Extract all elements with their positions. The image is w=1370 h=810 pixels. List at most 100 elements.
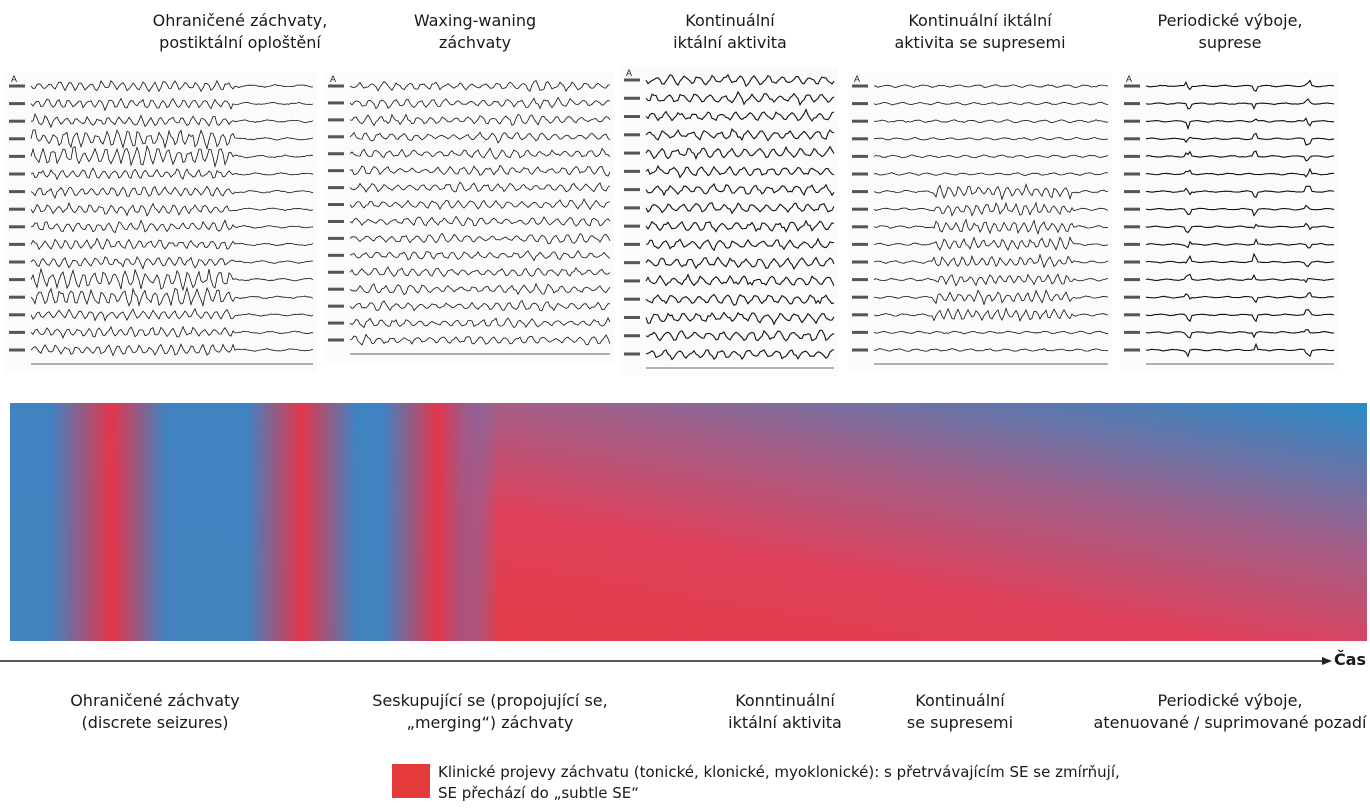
eeg-trace <box>873 289 1109 306</box>
eeg-marker: A <box>330 74 336 84</box>
eeg-channel-label <box>328 270 344 274</box>
eeg-channel-label <box>1124 242 1140 246</box>
eeg-trace <box>873 101 1109 106</box>
eeg-channel-label <box>328 321 344 325</box>
eeg-channel-label <box>328 253 344 257</box>
eeg-channel-label <box>1124 102 1140 106</box>
eeg-panel-periodic: A <box>1120 72 1338 372</box>
eeg-trace <box>873 348 1109 352</box>
eeg-channel-label <box>1124 137 1140 141</box>
eeg-trace <box>349 249 611 262</box>
eeg-marker: A <box>626 68 632 78</box>
eeg-trace <box>30 144 314 168</box>
eeg-channel-label <box>624 151 640 155</box>
eeg-channel-label <box>9 84 25 88</box>
eeg-trace <box>645 256 835 271</box>
eeg-trace <box>1145 117 1335 131</box>
eeg-channel-label <box>9 154 25 158</box>
eeg-trace <box>645 127 835 142</box>
eeg-channel-label <box>328 338 344 342</box>
eeg-channel-label <box>624 279 640 283</box>
eeg-channel-label <box>9 295 25 299</box>
eeg-trace <box>1145 79 1335 92</box>
eeg-channel-label <box>9 137 25 141</box>
eeg-trace <box>349 147 611 160</box>
top-label-discrete: Ohraničené záchvaty, postiktální oploště… <box>152 11 328 52</box>
eeg-channel-label <box>9 207 25 211</box>
eeg-trace <box>645 311 835 326</box>
eeg-trace <box>645 219 835 233</box>
eeg-channel-label <box>1124 119 1140 123</box>
eeg-trace <box>645 329 835 342</box>
eeg-trace <box>30 237 314 251</box>
eeg-trace <box>30 343 314 357</box>
eeg-channel-label <box>852 242 868 246</box>
eeg-trace <box>873 253 1109 269</box>
eeg-trace <box>30 286 314 308</box>
eeg-channel-label <box>328 169 344 173</box>
eeg-trace <box>1145 167 1335 178</box>
eeg-channel-label <box>9 348 25 352</box>
eeg-marker: A <box>1126 74 1132 84</box>
eeg-trace <box>1146 185 1335 199</box>
eeg-channel-label <box>1124 295 1140 299</box>
eeg-panel-discrete: A <box>5 72 317 372</box>
eeg-channel-label <box>328 287 344 291</box>
bottom-label-periodic: Periodické výboje, atenuované / suprimov… <box>1093 691 1367 732</box>
eeg-channel-label <box>624 352 640 356</box>
eeg-channel-label <box>852 119 868 123</box>
eeg-channel-label <box>1124 190 1140 194</box>
legend-text-line1: Klinické projevy záchvatu (tonické, klon… <box>438 763 1120 781</box>
clinical-intensity-band <box>10 403 1367 641</box>
eeg-trace <box>349 80 611 92</box>
top-label-continuous-suppressions: Kontinuální iktální aktivita se supresem… <box>894 11 1066 52</box>
eeg-trace <box>1145 273 1335 284</box>
eeg-trace <box>1145 309 1335 323</box>
eeg-channel-label <box>852 278 868 282</box>
eeg-channel-label <box>1124 172 1140 176</box>
top-label-continuous: Kontinuální iktální aktivita <box>673 11 787 52</box>
eeg-trace <box>873 307 1109 323</box>
eeg-channel-label <box>9 330 25 334</box>
eeg-channel-label <box>1124 348 1140 352</box>
eeg-channel-label <box>624 96 640 100</box>
eeg-trace <box>30 97 314 112</box>
eeg-channel-label <box>852 295 868 299</box>
eeg-channel-label <box>624 206 640 210</box>
eeg-panel-continuous-suppressions: A <box>848 72 1112 372</box>
eeg-marker: A <box>854 74 860 84</box>
eeg-trace <box>645 108 835 122</box>
legend-text: Klinické projevy záchvatu (tonické, klon… <box>438 762 1338 804</box>
eeg-channel-label <box>328 236 344 240</box>
eeg-trace <box>873 236 1109 251</box>
eeg-trace <box>645 90 835 107</box>
eeg-channel-label <box>624 133 640 137</box>
top-label-periodic: Periodické výboje, suprese <box>1157 11 1303 52</box>
eeg-channel-label <box>9 260 25 264</box>
eeg-trace <box>873 273 1109 287</box>
eeg-trace <box>645 145 835 160</box>
eeg-trace <box>1145 204 1335 217</box>
eeg-channel-label <box>624 297 640 301</box>
eeg-trace <box>349 131 611 144</box>
eeg-channel-label <box>624 334 640 338</box>
eeg-trace <box>30 201 314 217</box>
eeg-trace <box>645 73 835 88</box>
eeg-channel-label <box>328 203 344 207</box>
eeg-trace <box>349 164 611 177</box>
eeg-channel-label <box>9 225 25 229</box>
eeg-trace <box>349 316 611 329</box>
eeg-trace <box>873 201 1109 217</box>
eeg-trace <box>645 164 835 179</box>
eeg-trace <box>349 232 611 245</box>
eeg-channel-label <box>1124 84 1140 88</box>
eeg-channel-label <box>9 278 25 282</box>
eeg-channel-label <box>328 84 344 88</box>
legend-text-line2: SE přechází do „subtle SE“ <box>438 784 640 802</box>
eeg-trace <box>30 267 314 292</box>
eeg-channel-label <box>852 172 868 176</box>
eeg-trace <box>873 330 1109 335</box>
bottom-label-discrete: Ohraničené záchvaty (discrete seizures) <box>70 691 240 732</box>
band-stripes <box>10 403 1367 641</box>
eeg-trace <box>349 282 611 296</box>
